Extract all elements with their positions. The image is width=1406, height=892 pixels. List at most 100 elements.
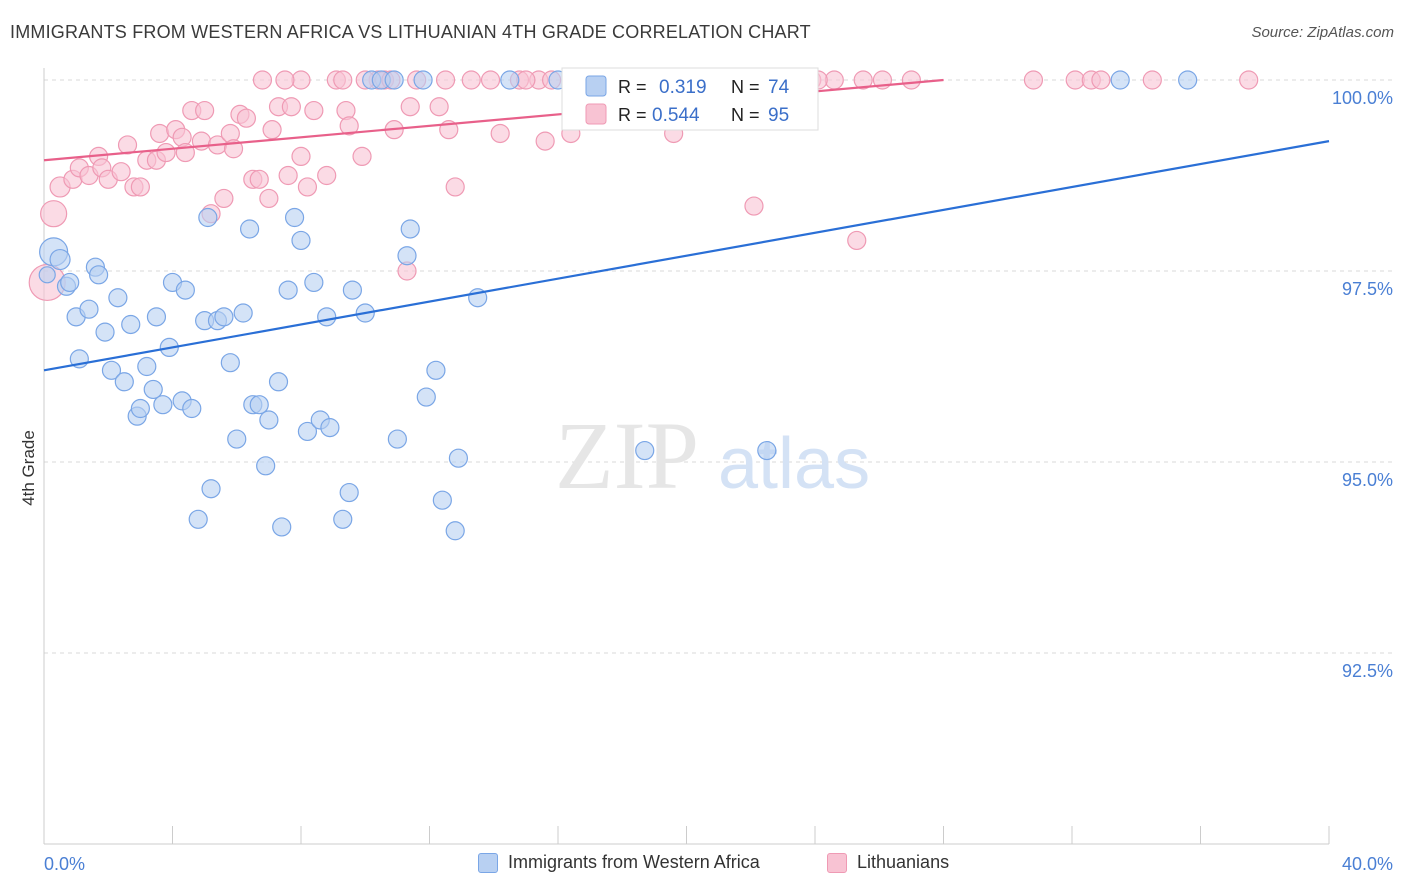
source-credit: Source: ZipAtlas.com [1251, 24, 1394, 41]
point-blue-12 [114, 372, 134, 392]
point-blue-47 [317, 307, 337, 327]
point-blue-49 [333, 509, 353, 529]
point-pink-53 [461, 70, 481, 90]
point-blue-34 [240, 219, 260, 239]
legend-label-western-africa: Immigrants from Western Africa [508, 852, 760, 872]
point-blue-18 [146, 307, 167, 327]
stats-blue-n-label: N = [731, 77, 760, 97]
point-pink-50 [429, 97, 449, 117]
series-western-africa [38, 70, 1198, 541]
point-blue-10 [101, 360, 122, 380]
point-pink-33 [262, 120, 282, 140]
point-pink-70 [1142, 70, 1162, 90]
point-pink-25 [214, 188, 234, 209]
point-blue-31 [220, 353, 240, 373]
point-blue-23 [175, 280, 195, 300]
point-pink-10 [117, 135, 138, 155]
point-blue-43 [291, 230, 311, 251]
point-pink-77 [480, 70, 501, 90]
point-pink-71 [1239, 70, 1259, 90]
trend-line-blue [43, 140, 1330, 372]
chart-title: IMMIGRANTS FROM WESTERN AFRICA VS LITHUA… [10, 22, 811, 42]
stats-pink-n-label: N = [731, 105, 760, 125]
point-pink-38 [297, 177, 318, 197]
legend-item-western-africa[interactable]: Immigrants from Western Africa [478, 852, 760, 873]
y-axis-title: 4th Grade [19, 430, 38, 506]
point-blue-44 [297, 421, 318, 442]
point-blue-68 [635, 440, 655, 461]
point-pink-39 [304, 100, 324, 121]
point-blue-59 [413, 70, 433, 90]
point-blue-50 [339, 482, 359, 503]
point-blue-51 [342, 280, 362, 300]
point-blue-6 [79, 299, 99, 319]
legend-swatch-blue [478, 852, 498, 873]
stats-legend: R = 0.319 N = 74 R = 0.544 N = 95 [561, 67, 819, 131]
point-blue-9 [95, 322, 115, 342]
point-pink-22 [195, 100, 215, 121]
point-blue-13 [121, 314, 141, 335]
point-pink-86 [853, 70, 873, 90]
y-tick-label-0: 100.0% [1332, 88, 1393, 108]
point-pink-62 [744, 196, 764, 216]
y-tick-label-1: 97.5% [1342, 279, 1393, 299]
point-blue-72 [38, 266, 56, 284]
tick-labels: 100.0% 97.5% 95.0% 92.5% 0.0% 40.0% [44, 88, 1393, 874]
point-blue-40 [272, 517, 292, 537]
point-blue-45 [304, 272, 324, 293]
point-pink-43 [339, 116, 359, 136]
point-blue-61 [426, 360, 446, 380]
point-pink-44 [352, 146, 372, 166]
stats-blue-r-label: R = [618, 77, 647, 97]
point-blue-8 [89, 265, 109, 285]
point-blue-32 [227, 429, 247, 449]
stats-blue-swatch [585, 75, 607, 97]
point-blue-41 [278, 280, 298, 300]
point-blue-70 [1110, 70, 1130, 90]
stats-pink-n-value: 95 [768, 105, 789, 126]
point-blue-58 [400, 219, 420, 239]
point-blue-30 [214, 307, 234, 327]
legend-swatch-pink [827, 852, 847, 873]
point-blue-25 [188, 509, 208, 529]
point-pink-1 [40, 200, 68, 228]
axes [43, 68, 1330, 845]
y-tick-label-3: 92.5% [1342, 661, 1393, 681]
point-blue-38 [259, 410, 279, 430]
point-blue-64 [448, 448, 469, 468]
stats-blue-n-value: 74 [768, 77, 790, 98]
point-pink-64 [824, 70, 844, 90]
legend-label-lithuanians: Lithuanians [857, 852, 950, 872]
point-blue-28 [201, 479, 221, 499]
watermark-zip: ZIP [555, 402, 699, 509]
point-pink-36 [281, 97, 301, 117]
point-pink-68 [1065, 70, 1085, 90]
point-pink-29 [236, 108, 256, 128]
point-pink-67 [1023, 70, 1044, 90]
watermark-atlas: atlas [718, 424, 870, 504]
watermark: ZIP atlas [555, 402, 870, 509]
point-blue-36 [249, 395, 269, 415]
point-blue-63 [445, 521, 465, 541]
legend-item-lithuanians[interactable]: Lithuanians [827, 852, 949, 873]
point-blue-71 [1178, 70, 1198, 90]
point-blue-57 [397, 246, 417, 266]
y-tick-label-2: 95.0% [1342, 470, 1393, 490]
point-pink-88 [1091, 70, 1111, 90]
point-blue-55 [384, 70, 404, 90]
stats-blue-r-value: 0.319 [659, 77, 707, 98]
point-pink-94 [516, 70, 536, 90]
point-pink-31 [249, 169, 269, 189]
point-blue-69 [757, 440, 777, 461]
stats-pink-r-value: 0.544 [652, 105, 700, 126]
x-tick-label-0: 0.0% [44, 854, 85, 874]
point-pink-37 [291, 146, 311, 166]
point-pink-40 [317, 165, 337, 186]
point-blue-66 [500, 70, 520, 90]
point-blue-16 [137, 356, 157, 377]
point-pink-56 [535, 131, 555, 151]
point-blue-56 [387, 429, 407, 449]
point-blue-27 [198, 207, 218, 228]
x-tick-label-1: 40.0% [1342, 854, 1393, 874]
